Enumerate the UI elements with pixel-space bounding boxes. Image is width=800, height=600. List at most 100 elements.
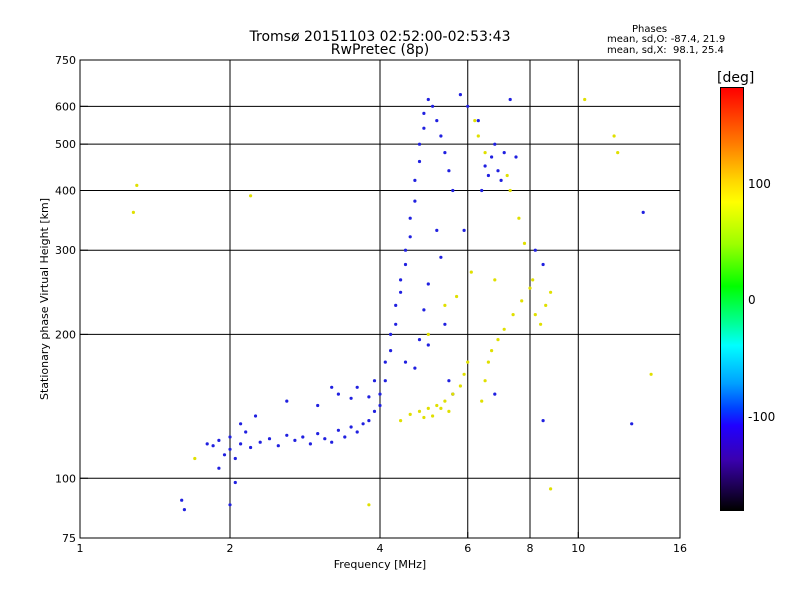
- point-o-41: [413, 199, 417, 203]
- point-o-98: [466, 104, 470, 108]
- point-o-39: [408, 235, 412, 239]
- point-o-27: [378, 403, 382, 408]
- point-o-83: [493, 142, 497, 146]
- point-o-75: [403, 360, 408, 364]
- point-o-16: [308, 442, 312, 446]
- point-o-34: [394, 303, 398, 307]
- point-x-47: [443, 303, 447, 307]
- point-o-5: [228, 435, 232, 439]
- point-o-88: [476, 119, 480, 123]
- y-tick-label-500: 500: [55, 138, 76, 151]
- point-x-44: [649, 372, 653, 376]
- point-x-15: [483, 379, 487, 383]
- point-x-49: [493, 278, 497, 282]
- point-o-70: [233, 480, 237, 485]
- point-o-14: [293, 438, 297, 442]
- point-o-35: [399, 290, 403, 294]
- point-x-27: [473, 119, 477, 123]
- x-ticks: 1 2 4 6 8 10 16: [77, 532, 687, 555]
- point-o-80: [483, 164, 487, 168]
- point-o-42: [413, 178, 417, 182]
- point-x-43: [616, 151, 620, 155]
- y-ticks: 75 100 200 300 400 500 600 750: [55, 54, 88, 545]
- point-o-63: [355, 385, 359, 389]
- y-axis-label: Stationary phase Virtual Height [km]: [38, 198, 51, 400]
- point-o-53: [451, 188, 455, 193]
- point-x-34: [531, 278, 535, 282]
- point-x-48: [426, 332, 430, 336]
- point-o-40: [408, 216, 412, 220]
- point-o-24: [361, 422, 365, 426]
- colorbar-title: [deg]: [717, 70, 755, 86]
- point-x-23: [533, 313, 537, 317]
- point-o-44: [417, 142, 422, 146]
- point-o-89: [508, 97, 512, 102]
- y-tick-label-750: 750: [55, 54, 76, 67]
- point-o-10: [258, 440, 262, 444]
- point-o-73: [316, 403, 320, 408]
- point-o-99: [462, 228, 466, 232]
- x-tick-label-1: 1: [77, 542, 84, 555]
- point-o-13: [285, 433, 289, 437]
- point-x-30: [505, 173, 509, 178]
- colorbar-tick-minus100: -100: [748, 410, 776, 424]
- x-tick-label-16: 16: [673, 542, 687, 555]
- point-o-71: [217, 466, 221, 470]
- point-o-3: [222, 453, 227, 457]
- y-tick-label-300: 300: [55, 244, 76, 257]
- point-o-2: [217, 438, 221, 442]
- point-o-22: [349, 425, 353, 429]
- point-o-72: [285, 399, 289, 403]
- point-x-45: [469, 270, 473, 274]
- point-o-54: [435, 228, 439, 232]
- point-o-38: [403, 248, 408, 252]
- point-o-67: [180, 498, 184, 502]
- point-x-8: [462, 372, 466, 376]
- point-o-23: [355, 430, 359, 434]
- point-o-90: [514, 155, 518, 159]
- colorbar: [720, 87, 744, 511]
- point-o-57: [422, 308, 426, 312]
- point-x-7: [458, 384, 462, 388]
- point-o-91: [533, 248, 537, 252]
- point-o-52: [447, 169, 451, 173]
- point-o-87: [502, 151, 506, 155]
- point-x-31: [508, 188, 512, 193]
- colorbar-tick-0: 0: [748, 293, 756, 307]
- point-o-51: [443, 151, 447, 155]
- point-x-33: [522, 241, 527, 245]
- point-x-35: [135, 183, 139, 187]
- point-o-55: [439, 255, 443, 259]
- point-x-37: [249, 194, 253, 198]
- x-tick-label-6: 6: [464, 542, 471, 555]
- point-x-36: [131, 210, 135, 214]
- point-x-18: [496, 338, 500, 342]
- point-o-96: [493, 392, 497, 396]
- point-o-50: [439, 134, 443, 138]
- data-points: [131, 93, 653, 512]
- point-o-28: [378, 392, 382, 396]
- point-x-17: [490, 349, 494, 353]
- point-o-82: [490, 155, 494, 159]
- point-o-21: [343, 435, 347, 439]
- point-x-32: [517, 216, 521, 220]
- point-o-6: [233, 456, 237, 461]
- colorbar-tick-100: 100: [748, 177, 771, 191]
- point-x-42: [612, 134, 616, 138]
- point-o-48: [431, 104, 435, 108]
- y-tick-label-400: 400: [55, 184, 76, 197]
- point-x-38: [193, 456, 197, 461]
- point-o-15: [301, 435, 305, 439]
- y-tick-label-100: 100: [55, 472, 76, 485]
- point-x-11: [447, 409, 451, 413]
- point-o-92: [541, 262, 545, 267]
- point-o-93: [641, 210, 645, 214]
- y-tick-label-75: 75: [62, 532, 76, 545]
- point-o-33: [394, 322, 398, 326]
- point-o-78: [447, 379, 451, 383]
- point-o-95: [541, 419, 545, 423]
- point-o-8: [244, 430, 248, 434]
- point-o-62: [349, 396, 353, 400]
- point-x-2: [417, 409, 422, 413]
- point-x-3: [426, 406, 430, 410]
